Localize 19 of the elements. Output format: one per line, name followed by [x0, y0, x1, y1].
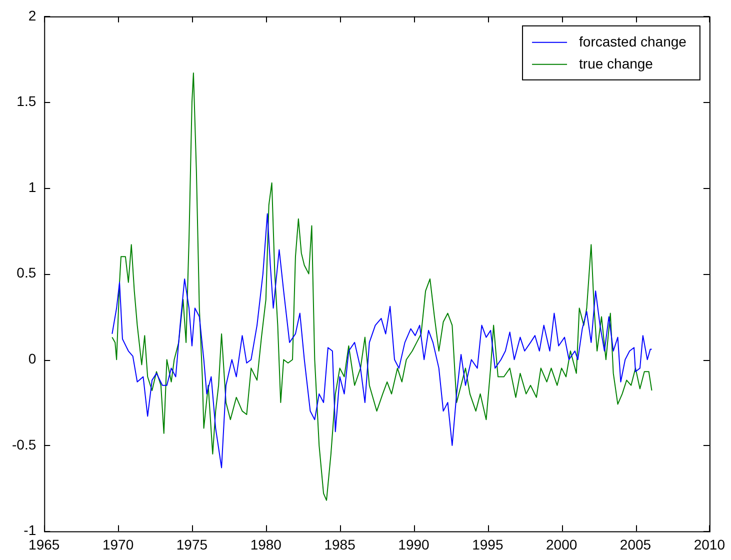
y-tick-label: 1 — [28, 178, 36, 195]
y-tick-label: 2 — [28, 7, 36, 24]
legend-label: forcasted change — [579, 33, 687, 50]
y-tick-label: 0.5 — [16, 264, 36, 281]
x-tick-label: 1970 — [102, 536, 134, 552]
legend-label: true change — [579, 55, 654, 72]
y-tick-label: -1 — [24, 522, 36, 538]
x-tick-label: 1980 — [250, 536, 282, 552]
x-tick-label: 1990 — [398, 536, 430, 552]
x-tick-label: 2010 — [694, 536, 726, 552]
x-tick-label: 1965 — [28, 536, 60, 552]
y-tick-label: 1.5 — [16, 93, 36, 110]
x-tick-label: 2005 — [620, 536, 652, 552]
x-tick-label: 1975 — [176, 536, 208, 552]
x-tick-label: 1995 — [472, 536, 504, 552]
y-tick-label: -0.5 — [12, 436, 36, 452]
x-tick-label: 1985 — [324, 536, 356, 552]
y-tick-label: 0 — [28, 350, 36, 366]
x-tick-label: 2000 — [546, 536, 578, 552]
